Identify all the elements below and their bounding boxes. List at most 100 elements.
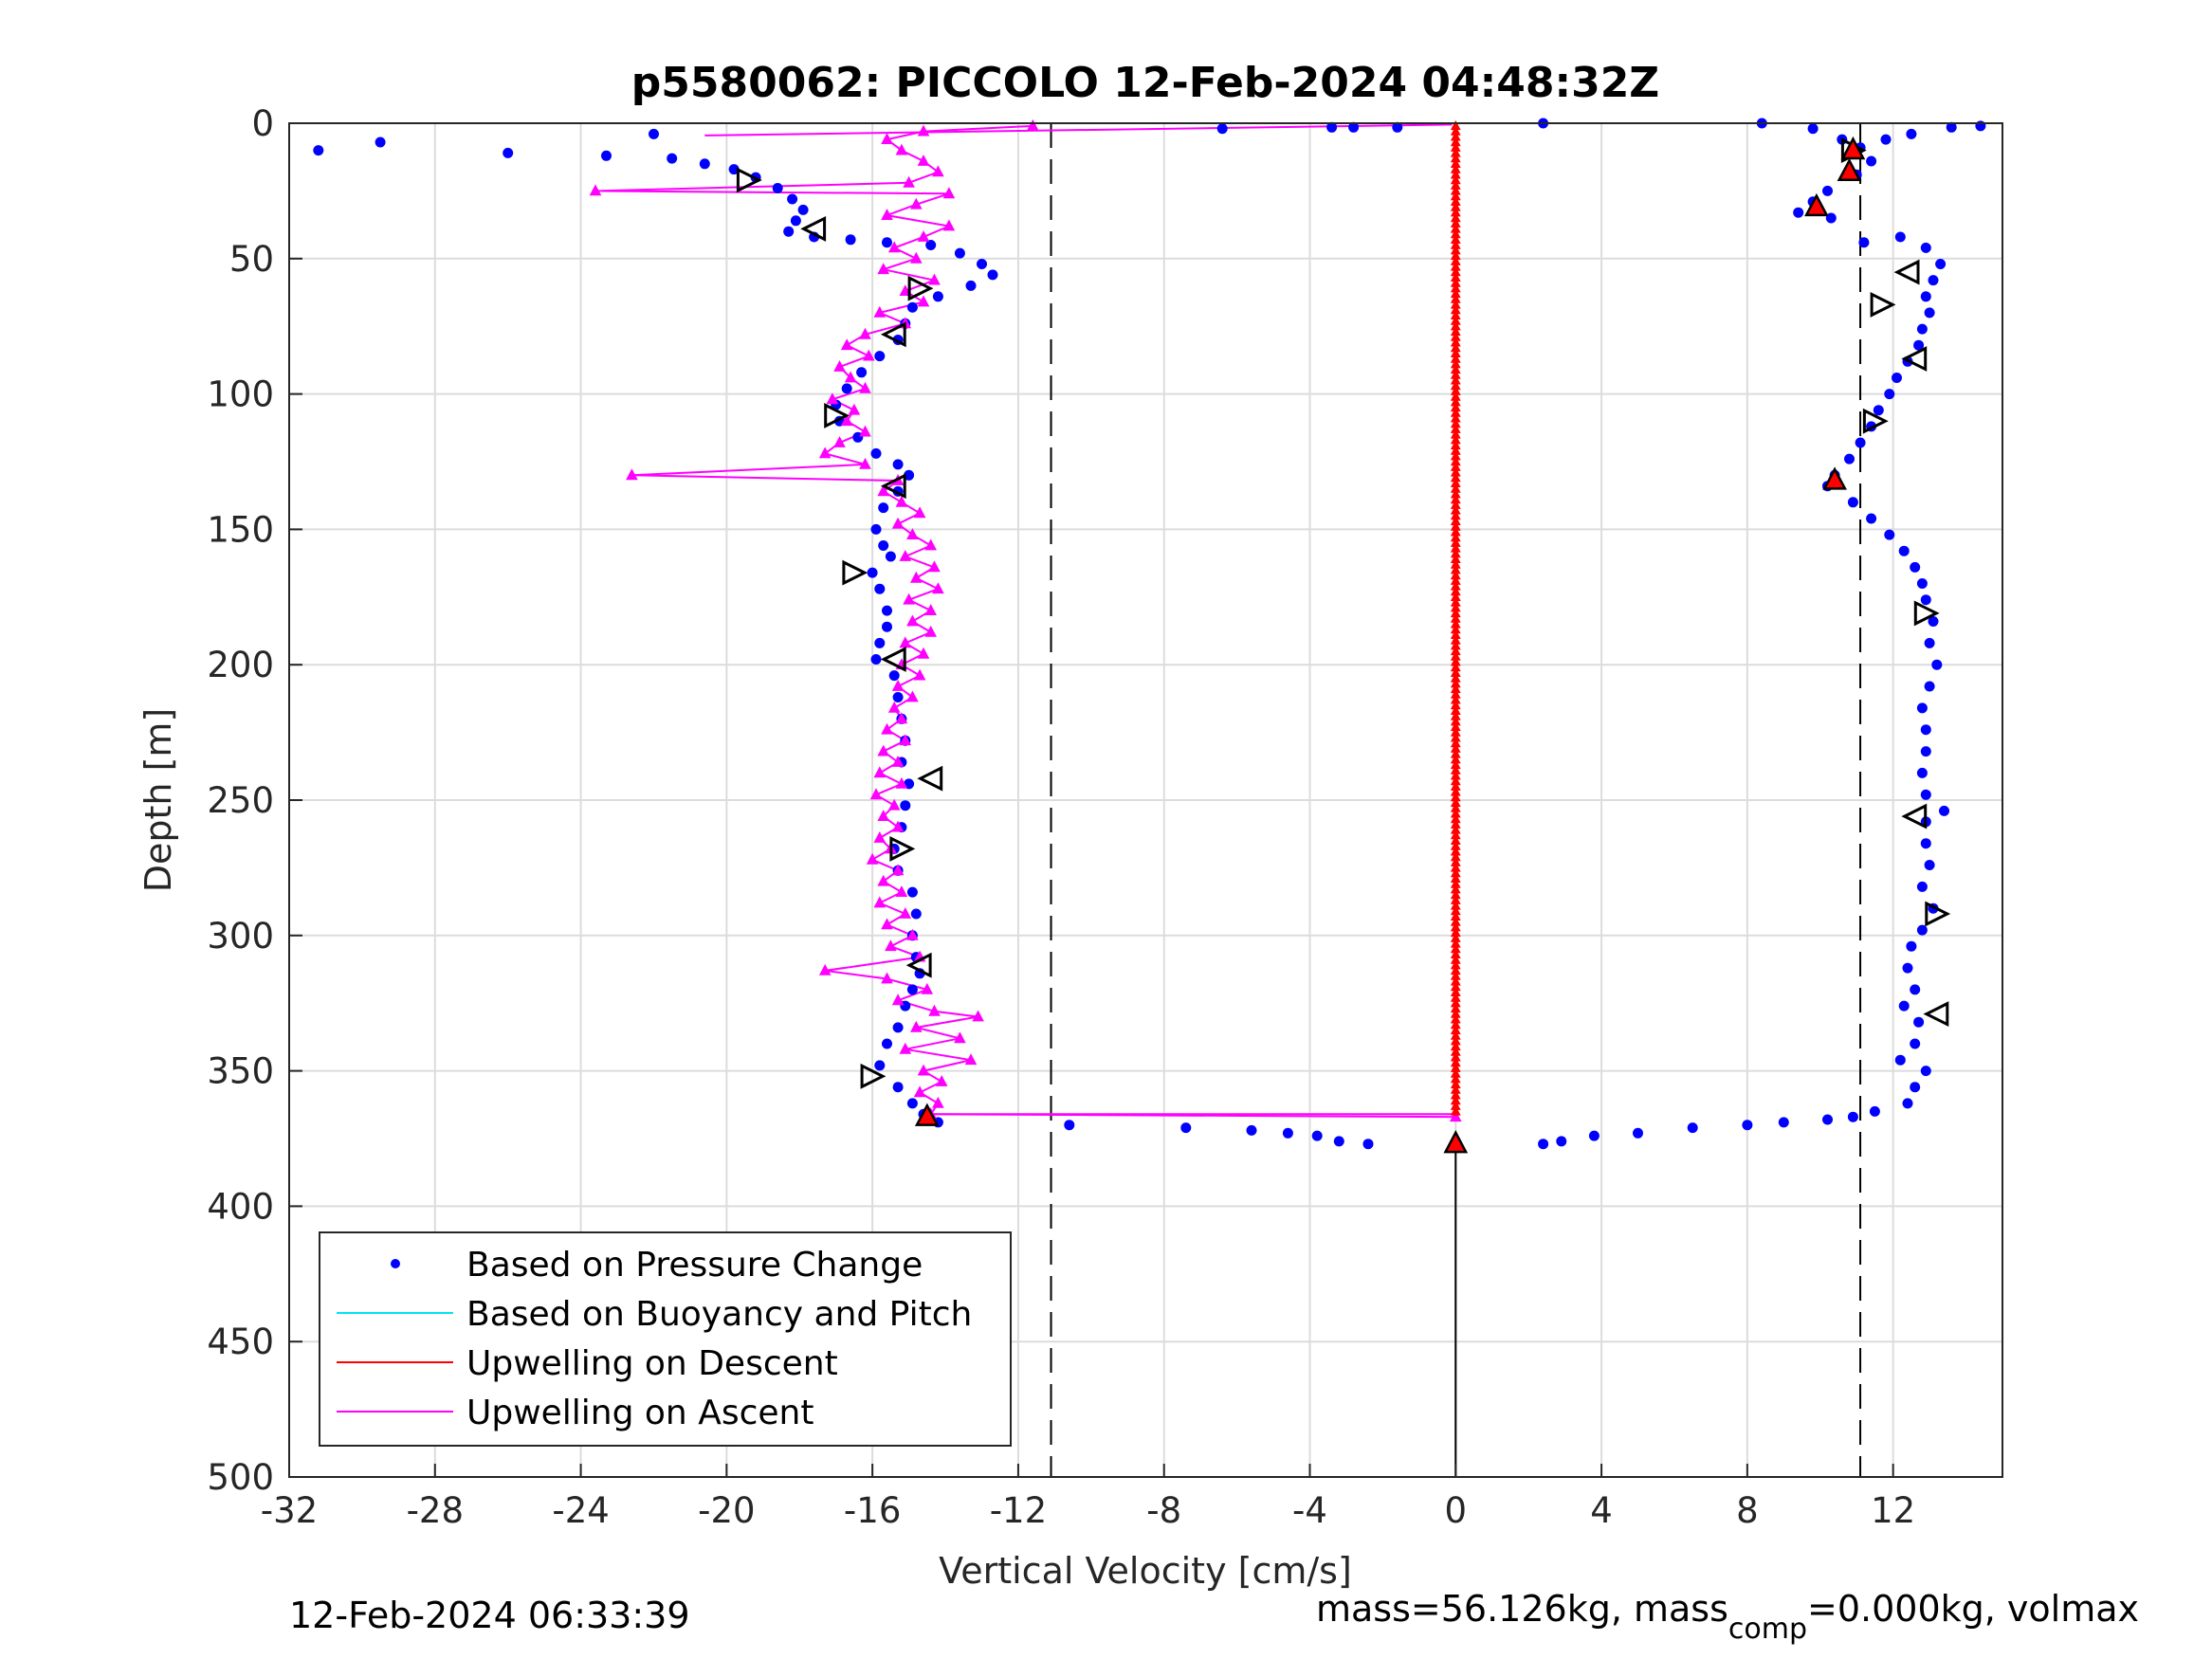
descent-point [1450,483,1461,493]
pressure-point-climb [1913,339,1925,351]
pressure-point-climb [1687,1122,1698,1134]
x-tick-label: 12 [1871,1490,1915,1531]
ascent-point [899,734,912,746]
descent-point [1450,970,1461,980]
descent-point [1450,185,1461,195]
ascent-point [972,1010,984,1022]
pressure-point-dive [870,447,882,459]
pressure-point-climb [1910,561,1921,573]
descent-point [1450,704,1461,715]
descent-point [1450,353,1461,363]
descent-point [1450,878,1461,888]
ascent-point [895,712,908,724]
descent-point [1450,266,1461,277]
descent-point [1450,456,1461,466]
pressure-point-dive [910,908,922,920]
descent-point [1450,770,1461,780]
pressure-point-climb [1884,529,1895,540]
descent-point [1450,418,1461,428]
pressure-point-climb [1916,767,1928,778]
descent-point [1450,629,1461,639]
ascent-point [906,690,919,702]
pressure-point-surface [1946,121,1957,133]
pressure-point-dive [906,301,918,313]
pressure-point-dive [892,1082,904,1093]
descent-point [1450,548,1461,558]
descent-point [1450,407,1461,417]
open-triangle-marker [860,1063,887,1089]
pressure-point-climb [1778,1117,1789,1128]
pressure-point-climb [1884,389,1895,400]
pressure-point-climb [1326,121,1338,133]
descent-point [1450,683,1461,694]
open-triangle-marker [824,402,850,428]
ascent-point [910,197,923,210]
pressure-point-dive [870,654,882,665]
ascent-point [932,582,944,594]
descent-point [1450,428,1461,439]
open-triangle-marker [880,647,906,672]
ascent-point [818,447,832,459]
pressure-point-dive [601,150,612,161]
pressure-point-dive [904,469,915,481]
descent-point [1450,720,1461,732]
ascent-point [873,831,887,843]
ascent-point [859,457,871,469]
pressure-point-dive [503,147,514,158]
pressure-point-climb [1892,373,1902,383]
pressure-point-dive [375,137,386,148]
descent-point [1450,526,1461,537]
descent-point [1450,824,1461,834]
descent-point [1450,157,1461,168]
ascent-point [859,425,871,437]
descent-point [1450,504,1461,515]
ascent-line [594,124,1456,1119]
open-triangle-marker [1870,291,1896,318]
open-triangle-marker [917,765,943,792]
descent-point [1450,1008,1461,1018]
descent-point [1450,580,1461,591]
x-tick-label: -20 [698,1490,755,1531]
x-axis-label: Vertical Velocity [cm/s] [939,1550,1352,1592]
pressure-point-climb [1935,259,1947,269]
descent-point [1450,862,1461,872]
pressure-point-dive [892,1022,904,1033]
descent-point [1450,856,1461,866]
ascent-point [877,263,889,275]
descent-point [1450,412,1461,423]
pressure-point-climb [1924,860,1935,870]
pressure-point-climb [1928,616,1939,627]
ascent-point [877,744,889,757]
pressure-point-dive [728,164,740,175]
ascent-point [887,798,901,811]
open-triangle-marker [907,275,934,301]
descent-point [1450,287,1461,299]
pressure-point-dive [790,215,801,227]
pressure-point-dive [313,145,324,156]
open-triangle-marker [800,215,827,242]
descent-point [1450,981,1461,992]
pressure-point-dive [1362,1139,1374,1150]
ascent-point [877,874,889,886]
ascent-point [881,918,893,930]
pressure-point-dive [797,204,809,215]
pressure-point-dive [892,692,904,702]
descent-point [1450,688,1461,699]
pressure-point-climb [1894,1054,1906,1066]
descent-point [1450,932,1461,942]
ascent-point [924,604,937,615]
open-triangle-marker [736,167,762,193]
descent-point [1450,249,1461,261]
x-tick-label: 4 [1590,1490,1613,1531]
ascent-point [917,124,930,137]
open-triangle-marker [842,559,868,586]
pressure-point-dive [874,351,886,362]
descent-point [1450,840,1461,850]
descent-point [1450,1040,1461,1051]
descent-point [1450,1078,1461,1089]
pressure-point-climb [1866,513,1877,524]
pressure-point-climb [1869,1105,1880,1117]
descent-point [1450,1105,1461,1116]
pressure-point-dive [845,234,856,246]
ascent-point [917,1064,930,1076]
